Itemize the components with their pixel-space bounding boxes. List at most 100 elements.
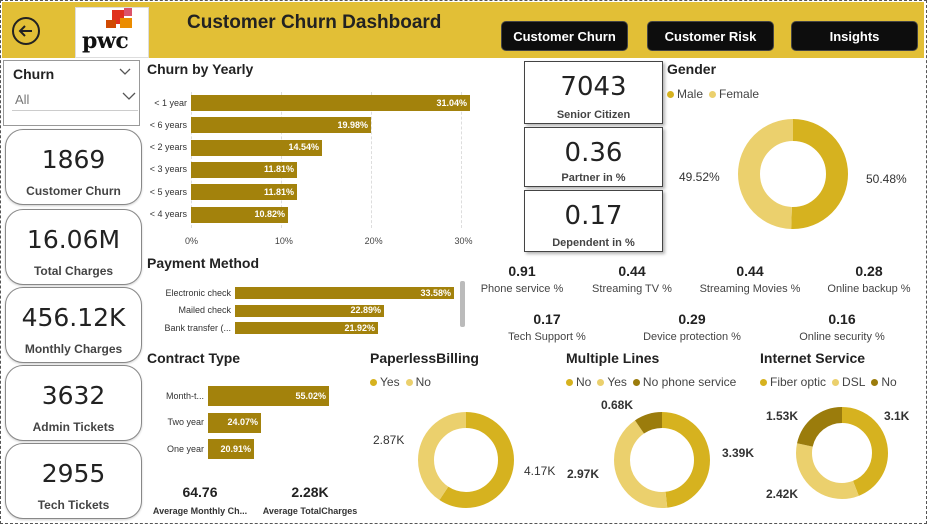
metric-streaming-tv: 0.44 Streaming TV % [577,263,687,295]
legend-swatch [370,378,377,386]
donut-segment [614,412,710,508]
internet-service-title: Internet Service [760,350,866,366]
metric-label: Online security % [799,331,885,343]
metric-value: 0.44 [736,263,764,279]
back-button[interactable] [12,17,40,45]
kpi-label: Total Charges [33,264,114,278]
bar [208,439,254,459]
legend-swatch [871,378,879,386]
kpi-label: Senior Citizen [556,109,631,121]
metric-streaming-movies: 0.44 Streaming Movies % [695,263,805,295]
metric-label: Streaming TV % [592,283,672,295]
bar-value-label: 14.54% [288,142,319,153]
bar-value-label: 11.81% [263,186,294,197]
nav-insights-button[interactable]: Insights [791,21,918,51]
logo-mark [106,8,132,28]
kpi-label: Monthly Charges [24,342,123,356]
bar-value-label: 55.02% [295,390,326,401]
legend-label: DSL [842,375,866,389]
x-tick-label: 30% [454,236,473,246]
kpi-card-monthly-charges: 456.12K Monthly Charges [5,287,142,363]
multiple-lines-title: Multiple Lines [566,350,660,366]
legend-label: Female [719,87,760,101]
bar-category-label: Mailed check [178,305,231,315]
internet-service-donut-chart [796,407,888,499]
bar-value-label: 24.07% [227,417,258,427]
legend-swatch [597,378,605,386]
nav-customer-churn-button[interactable]: Customer Churn [501,21,628,51]
legend-label: No [881,375,897,389]
bar-value-label: 21.92% [344,322,375,333]
metric-label: Streaming Movies % [699,283,801,295]
kpi-label: Tech Tickets [37,498,110,512]
x-tick-label: 20% [364,236,383,246]
bar-value-label: 22.89% [350,305,381,315]
kpi-card-senior-citizen: 7043 Senior Citizen [524,61,663,124]
multiple-lines-legend: No Yes No phone service [566,375,736,389]
bar-category-label: < 3 years [149,164,187,175]
paperless-billing-title: PaperlessBilling [370,350,479,366]
paperless-billing-donut-chart [418,412,514,508]
bar-value-label: 19.98% [337,119,368,130]
donut-segment [614,412,710,508]
legend-label: Yes [607,375,627,389]
bar-category-label: < 4 years [149,209,187,219]
kpi-value: 7043 [560,72,627,102]
nav-customer-risk-button[interactable]: Customer Risk [647,21,774,51]
gridline [460,92,462,228]
bar-category-label: < 2 years [149,142,187,153]
kpi-card-partner: 0.36 Partner in % [524,127,663,187]
churn-slicer[interactable]: Churn All [3,60,140,126]
kpi-label: Admin Tickets [32,420,115,434]
kpi-value: 3632 [41,381,106,410]
bar-value-label: 20.91% [220,443,251,454]
pwc-logo: pwc [75,7,149,58]
metric-value: 0.17 [533,311,561,327]
legend-label: Fiber optic [770,375,827,389]
donut-segment [418,412,514,508]
legend-label: No [415,375,431,389]
kpi-card-dependent: 0.17 Dependent in % [524,190,663,252]
avg-monthly-charges: 64.76 Average Monthly Ch... [148,484,252,516]
bar [191,184,297,201]
bar-category-label: Month-t... [165,390,204,401]
legend-swatch [760,378,767,386]
donut-segment [796,407,888,499]
legend-swatch [667,90,674,98]
paperless-billing-legend: Yes No [370,375,431,389]
metric-label: Device protection % [643,331,741,343]
internet-service-legend: Fiber optic DSL No [760,375,897,389]
bar-category-label: Bank transfer (... [164,322,231,333]
legend-label: No [576,375,592,389]
bar [191,117,371,134]
bar-category-label: Two year [167,417,204,427]
donut-value-label: 2.97K [567,467,600,481]
legend-label: Yes [380,375,400,389]
payment-scrollbar[interactable] [460,281,465,327]
payment-method-title: Payment Method [147,255,260,271]
kpi-value: 456.12K [21,303,126,332]
gridline [191,92,192,228]
bar-category-label: One year [166,443,204,454]
gridline [280,92,282,228]
bar [191,206,288,223]
donut-value-label: 49.52% [679,170,720,184]
gender-donut-chart [738,119,848,229]
gender-title: Gender [667,61,717,77]
bar-value-label: 11.81% [263,164,294,175]
header-bar: pwc Customer Churn Dashboard [2,2,924,58]
bar-value-label: 10.82% [254,209,285,219]
multiple-lines-donut-chart [614,412,710,508]
kpi-value: 0.17 [564,201,623,231]
kpi-card-admin-tickets: 3632 Admin Tickets [5,365,142,441]
bar-category-label: < 6 years [149,119,187,130]
donut-value-label: 0.68K [601,398,634,412]
legend-label: Male [677,87,704,101]
slicer-dropdown[interactable]: All [12,87,138,111]
donut-value-label: 1.53K [766,409,799,423]
chevron-down-icon[interactable] [119,68,131,76]
slicer-label: Churn [13,66,55,82]
gender-legend: Male Female [667,87,759,101]
metric-value: 0.29 [678,311,706,327]
chevron-down-icon[interactable] [122,92,136,101]
